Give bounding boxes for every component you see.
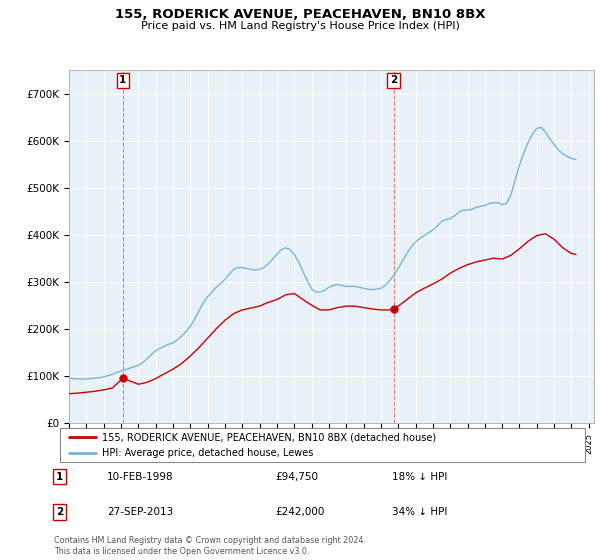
Text: £94,750: £94,750 xyxy=(276,472,319,482)
FancyBboxPatch shape xyxy=(60,428,585,462)
Text: Price paid vs. HM Land Registry's House Price Index (HPI): Price paid vs. HM Land Registry's House … xyxy=(140,21,460,31)
Text: Contains HM Land Registry data © Crown copyright and database right 2024.
This d: Contains HM Land Registry data © Crown c… xyxy=(54,536,366,556)
Text: HPI: Average price, detached house, Lewes: HPI: Average price, detached house, Lewe… xyxy=(102,448,313,458)
Text: £242,000: £242,000 xyxy=(276,507,325,517)
Text: 155, RODERICK AVENUE, PEACEHAVEN, BN10 8BX (detached house): 155, RODERICK AVENUE, PEACEHAVEN, BN10 8… xyxy=(102,432,436,442)
Text: 34% ↓ HPI: 34% ↓ HPI xyxy=(392,507,447,517)
Text: 1: 1 xyxy=(56,472,63,482)
Text: 2: 2 xyxy=(390,75,397,85)
Text: 2: 2 xyxy=(56,507,63,517)
Text: 1: 1 xyxy=(119,75,127,85)
Text: 155, RODERICK AVENUE, PEACEHAVEN, BN10 8BX: 155, RODERICK AVENUE, PEACEHAVEN, BN10 8… xyxy=(115,8,485,21)
Text: 10-FEB-1998: 10-FEB-1998 xyxy=(107,472,173,482)
Text: 27-SEP-2013: 27-SEP-2013 xyxy=(107,507,173,517)
Text: 18% ↓ HPI: 18% ↓ HPI xyxy=(392,472,447,482)
